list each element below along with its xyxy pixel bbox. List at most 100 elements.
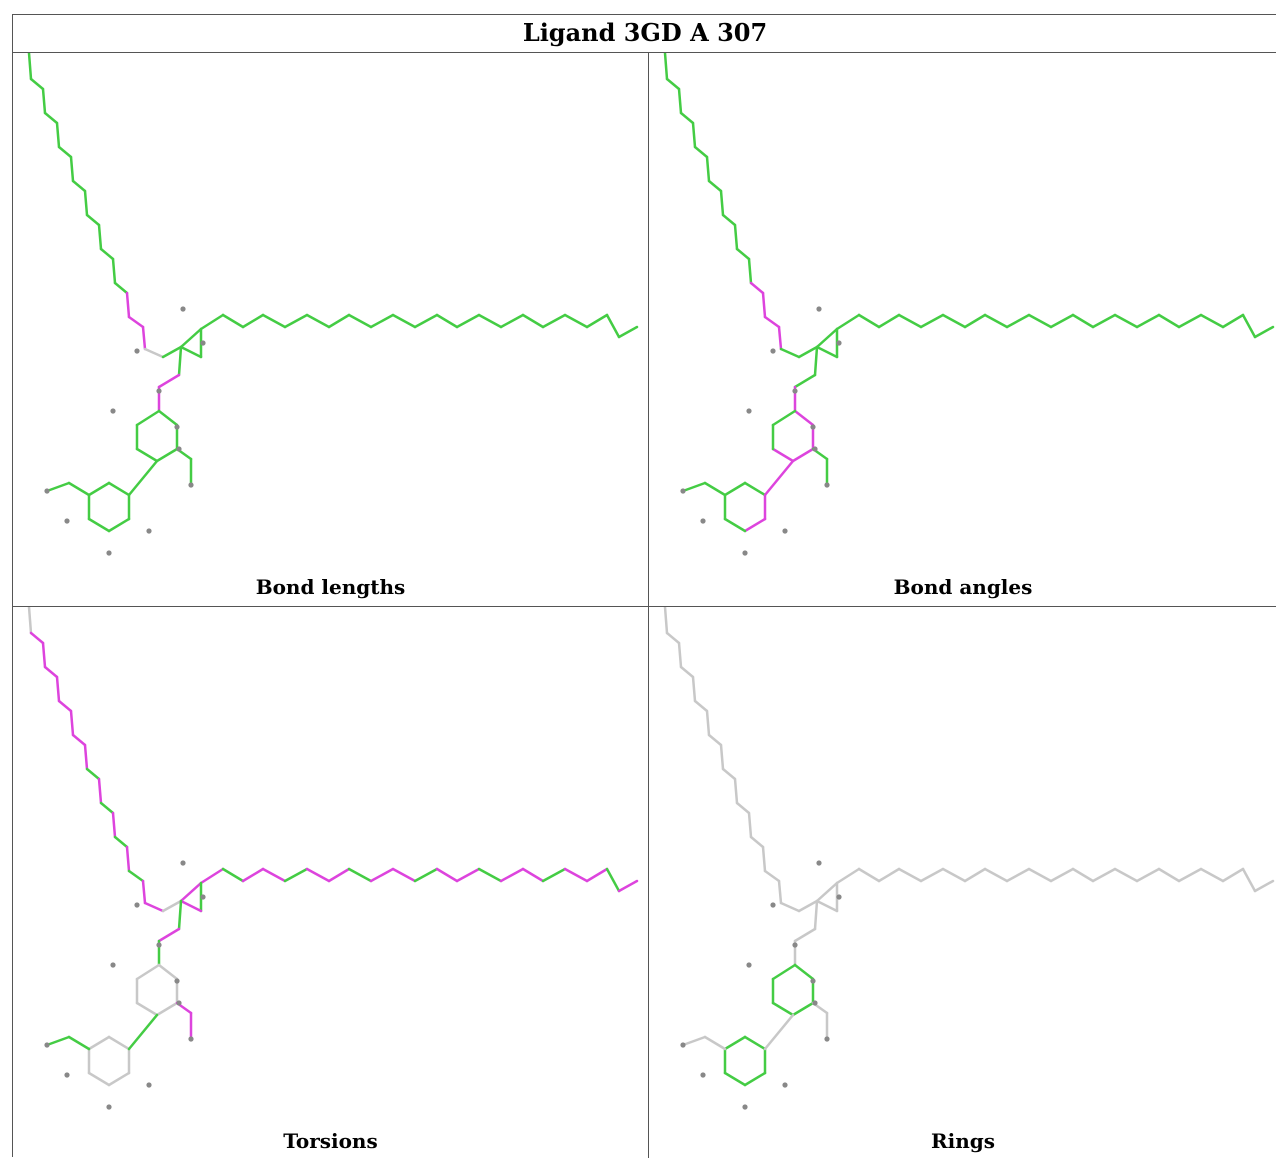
ri-bond-chain-a-7 bbox=[707, 733, 723, 747]
ri-bond-chain-b-34 bbox=[1199, 867, 1225, 883]
ba-atom-3 bbox=[792, 388, 798, 394]
caption-rings: Rings bbox=[930, 1129, 995, 1153]
bl-atom-8 bbox=[44, 488, 50, 494]
caption-bond-lengths: Bond lengths bbox=[255, 575, 406, 599]
bl-bond-chain-b-36 bbox=[605, 313, 621, 339]
to-bond-chain-b-26 bbox=[391, 867, 417, 883]
ri-bond-chain-b-27 bbox=[1049, 867, 1075, 883]
bl-atom-7 bbox=[188, 482, 194, 488]
to-bond-chain-b-33 bbox=[541, 867, 567, 883]
bl-bond-chain-a-10 bbox=[97, 223, 103, 251]
bl-bond-chain-a-2 bbox=[41, 87, 47, 115]
bl-atom-10 bbox=[106, 550, 112, 556]
to-bond-substituent-62 bbox=[45, 1035, 71, 1047]
bl-bond-chain-a-8 bbox=[83, 189, 89, 217]
to-bond-core-44 bbox=[157, 927, 181, 943]
bl-bond-chain-a-3 bbox=[43, 111, 59, 125]
to-bond-chain-b-30 bbox=[477, 867, 503, 883]
ri-bond-chain-a-4 bbox=[691, 675, 697, 703]
ri-bond-ring-2-57 bbox=[743, 1035, 767, 1051]
bl-bond-core-38 bbox=[143, 347, 165, 359]
to-bond-chain-b-35 bbox=[585, 867, 609, 883]
bl-bond-chain-b-34 bbox=[563, 313, 589, 329]
to-bond-chain-a-10 bbox=[97, 777, 103, 805]
ba-bond-core-43 bbox=[813, 345, 819, 377]
ri-bond-chain-b-17 bbox=[835, 867, 861, 885]
ri-atom-11 bbox=[782, 1082, 788, 1088]
bl-bond-chain-a-16 bbox=[141, 325, 147, 351]
bl-bond-ring-1-46 bbox=[157, 409, 179, 427]
to-bond-chain-b-25 bbox=[369, 867, 395, 883]
ri-bond-core-40 bbox=[815, 881, 839, 903]
to-bond-chain-b-23 bbox=[327, 867, 351, 883]
ri-bond-chain-b-22 bbox=[941, 867, 967, 883]
to-bond-chain-b-18 bbox=[221, 867, 245, 883]
ba-bond-substituent-61 bbox=[703, 481, 727, 497]
ri-bond-chain-a-2 bbox=[677, 641, 683, 669]
to-bond-chain-a-1 bbox=[29, 631, 45, 645]
ri-bond-chain-a-0 bbox=[663, 607, 669, 635]
ri-bond-core-38 bbox=[779, 901, 801, 913]
ri-bond-chain-b-28 bbox=[1071, 867, 1095, 883]
ri-bond-chain-a-8 bbox=[719, 743, 725, 771]
ba-atom-11 bbox=[782, 528, 788, 534]
panel-bond-angles: Bond angles bbox=[649, 53, 1276, 607]
ba-bond-ring-2-56 bbox=[723, 481, 747, 497]
bl-bond-chain-a-11 bbox=[99, 247, 115, 261]
ri-atom-5 bbox=[810, 978, 816, 984]
panel-rings: Rings bbox=[649, 607, 1276, 1158]
ba-bond-ring-2-53 bbox=[743, 517, 767, 533]
bl-atom-4 bbox=[110, 408, 116, 414]
to-bond-chain-a-13 bbox=[113, 835, 129, 849]
ba-bond-chain-a-14 bbox=[761, 291, 767, 319]
to-bond-chain-a-12 bbox=[111, 811, 117, 839]
bl-bond-chain-b-35 bbox=[585, 313, 609, 329]
ba-bond-chain-b-18 bbox=[857, 313, 881, 329]
bl-bond-chain-b-30 bbox=[477, 313, 503, 329]
bl-bond-chain-b-32 bbox=[521, 313, 545, 329]
ba-bond-chain-b-20 bbox=[897, 313, 923, 329]
ri-bond-chain-b-24 bbox=[983, 867, 1009, 883]
bl-bond-chain-b-18 bbox=[221, 313, 245, 329]
ba-bond-chain-a-9 bbox=[721, 213, 737, 227]
ba-bond-chain-b-37 bbox=[1253, 325, 1275, 339]
bl-bond-chain-b-29 bbox=[455, 313, 481, 329]
to-bond-ring-1-51 bbox=[135, 963, 161, 981]
ba-bond-chain-b-36 bbox=[1241, 313, 1257, 339]
bl-bond-core-40 bbox=[179, 327, 203, 349]
ba-bond-chain-a-10 bbox=[733, 223, 739, 251]
ri-bond-ring-1-49 bbox=[771, 1001, 795, 1017]
ba-bond-chain-b-17 bbox=[835, 313, 861, 331]
ri-atom-4 bbox=[746, 962, 752, 968]
bl-bond-ring-2-53 bbox=[107, 517, 131, 533]
ba-bond-chain-b-34 bbox=[1199, 313, 1225, 329]
to-atom-5 bbox=[174, 978, 180, 984]
bl-atom-9 bbox=[64, 518, 70, 524]
to-bond-chain-b-17 bbox=[199, 867, 225, 885]
ri-bond-ring-1-51 bbox=[771, 963, 797, 981]
to-bond-linker-58 bbox=[127, 1013, 159, 1051]
bl-bond-chain-b-28 bbox=[435, 313, 459, 329]
to-bond-chain-a-8 bbox=[83, 743, 89, 771]
ba-bond-chain-b-19 bbox=[877, 313, 901, 329]
to-bond-core-39 bbox=[161, 899, 183, 913]
bl-bond-ring-1-51 bbox=[135, 409, 161, 427]
to-bond-chain-b-19 bbox=[241, 867, 265, 883]
ba-bond-chain-b-27 bbox=[1049, 313, 1075, 329]
ba-bond-chain-a-11 bbox=[735, 247, 751, 261]
ri-bond-linker-58 bbox=[763, 1013, 795, 1051]
ba-bond-chain-a-13 bbox=[749, 281, 765, 295]
ba-atom-8 bbox=[680, 488, 686, 494]
to-bond-chain-a-16 bbox=[141, 879, 147, 905]
ba-bond-chain-a-3 bbox=[679, 111, 695, 125]
bl-bond-chain-a-1 bbox=[29, 77, 45, 91]
ba-bond-chain-a-2 bbox=[677, 87, 683, 115]
bl-bond-chain-a-13 bbox=[113, 281, 129, 295]
ri-atom-8 bbox=[680, 1042, 686, 1048]
bl-atom-2 bbox=[200, 340, 206, 346]
to-atom-3 bbox=[156, 942, 162, 948]
to-bond-chain-b-20 bbox=[261, 867, 287, 883]
bl-bond-chain-b-26 bbox=[391, 313, 417, 329]
ri-bond-chain-b-36 bbox=[1241, 867, 1257, 893]
ri-bond-chain-a-14 bbox=[761, 845, 767, 873]
